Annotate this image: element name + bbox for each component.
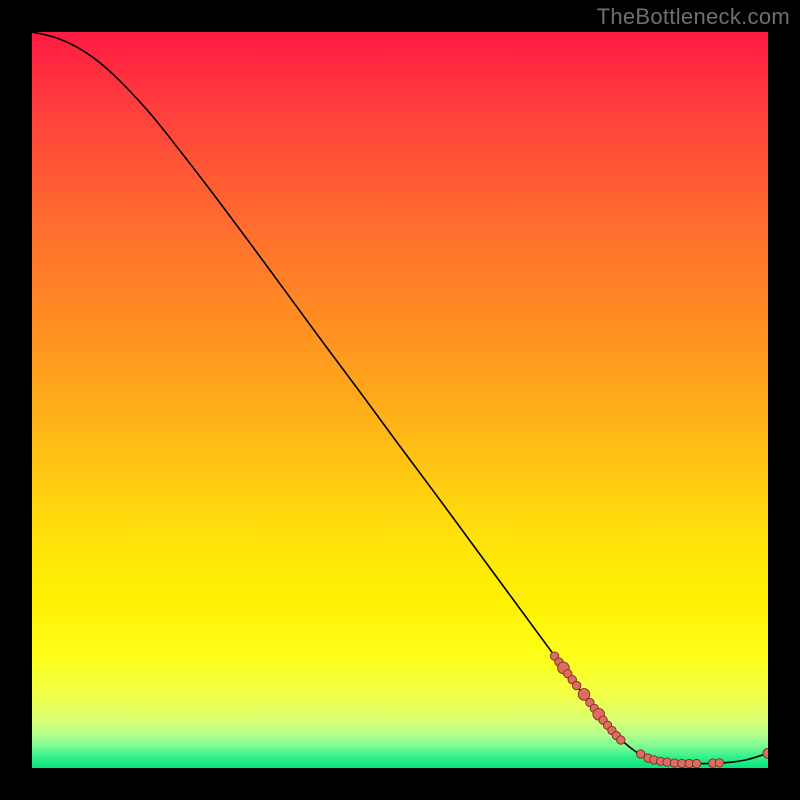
watermark-text: TheBottleneck.com xyxy=(597,4,790,30)
chart-frame: TheBottleneck.com xyxy=(0,0,800,800)
plot-background xyxy=(32,32,768,768)
data-marker xyxy=(617,736,625,744)
data-marker xyxy=(692,759,700,767)
bottleneck-curve-plot xyxy=(32,32,768,768)
data-marker xyxy=(715,759,723,767)
data-marker xyxy=(572,681,580,689)
